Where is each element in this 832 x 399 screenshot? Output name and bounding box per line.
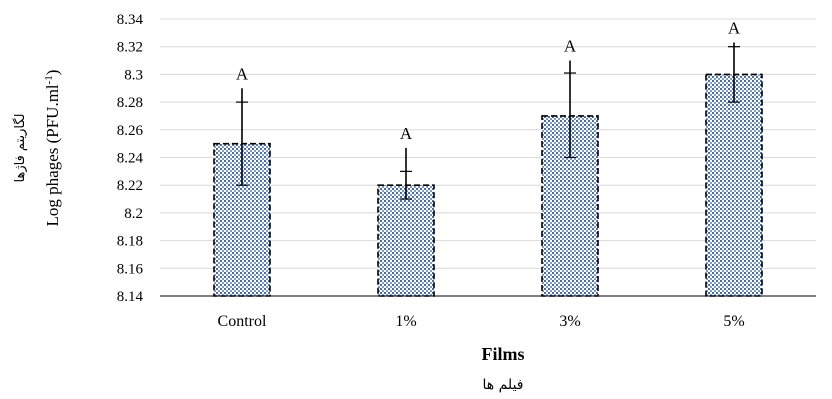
y-tick-label: 8.22: [117, 178, 143, 194]
significance-label: A: [728, 19, 741, 38]
y-axis-title: Log phages (PFU.ml-1): [43, 70, 62, 227]
y-axis-tick-labels: 8.14 8.16 8.18 8.2 8.22 8.24 8.26 8.28 8.3 8.32 8.…: [117, 12, 144, 305]
x-axis-tick-labels: Control 1% 3% 5%: [218, 313, 745, 330]
x-tick-label: 5%: [723, 313, 744, 330]
y-tick-label: 8.32: [117, 40, 143, 56]
y-tick-label: 8.26: [117, 123, 144, 139]
y-axis-title-superscript: -1: [43, 75, 55, 84]
x-axis-title-persian: فیلم ها: [483, 377, 524, 393]
x-tick-label: 3%: [559, 313, 580, 330]
y-axis-title-persian: لگاریتم فاژها: [12, 114, 28, 183]
y-tick-label: 8.18: [117, 234, 143, 250]
bar: [377, 184, 435, 297]
y-axis-title-main: Log phages (PFU.ml: [43, 84, 62, 226]
y-tick-label: 8.34: [117, 12, 144, 28]
y-axis-title-close: ): [43, 70, 62, 76]
y-tick-label: 8.24: [117, 151, 144, 167]
y-tick-label: 8.3: [124, 67, 143, 83]
x-axis-title: Films: [482, 344, 525, 364]
y-tick-label: 8.28: [117, 95, 143, 111]
significance-label: A: [564, 37, 577, 56]
y-tick-label: 8.14: [117, 289, 144, 305]
significance-label: A: [400, 124, 413, 143]
x-tick-label: 1%: [395, 313, 416, 330]
significance-label: A: [236, 64, 249, 83]
y-tick-label: 8.2: [124, 206, 143, 222]
y-tick-label: 8.16: [117, 261, 144, 277]
x-tick-label: Control: [218, 313, 267, 330]
error-bars: A A A A: [236, 19, 741, 200]
bar: [705, 73, 763, 297]
